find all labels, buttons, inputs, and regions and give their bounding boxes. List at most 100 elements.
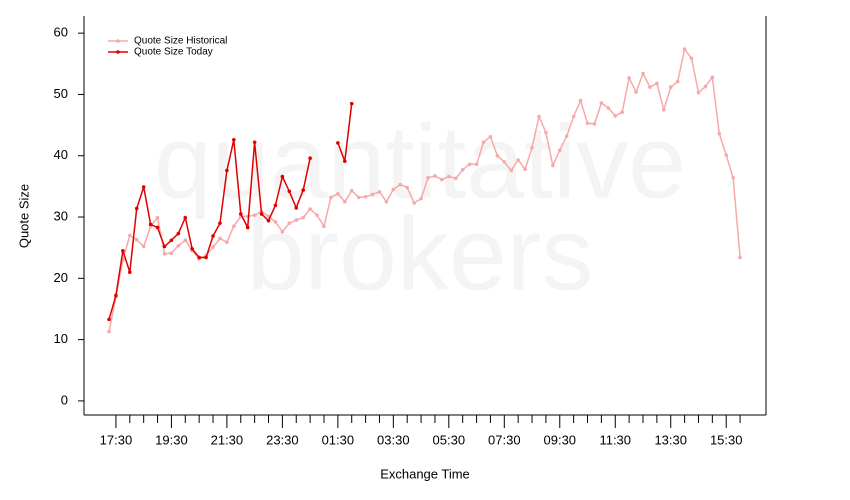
data-point	[571, 114, 576, 119]
data-point	[301, 188, 305, 192]
data-point	[384, 199, 389, 204]
data-point	[433, 174, 437, 178]
data-point	[675, 79, 680, 84]
watermark: quantitative	[154, 104, 686, 220]
data-point	[509, 168, 514, 173]
data-point	[232, 138, 236, 142]
data-point	[682, 47, 687, 51]
data-point	[190, 247, 195, 251]
data-point	[488, 134, 493, 139]
data-point	[280, 229, 285, 234]
data-point	[322, 224, 326, 229]
data-point	[481, 140, 486, 145]
x-tick-label: 15:30	[710, 432, 743, 447]
data-point	[738, 255, 742, 260]
data-point	[162, 252, 167, 256]
data-point	[592, 122, 597, 126]
data-point	[391, 187, 396, 192]
data-point	[467, 162, 472, 167]
data-point	[349, 101, 354, 106]
data-point	[599, 101, 604, 105]
data-point	[183, 238, 188, 243]
data-point	[336, 191, 340, 196]
data-point	[308, 156, 312, 160]
data-point	[162, 244, 167, 249]
data-point	[363, 195, 368, 199]
x-axis-label: Exchange Time	[380, 466, 470, 481]
data-point	[308, 207, 312, 211]
data-point	[453, 176, 458, 181]
data-point	[176, 231, 181, 236]
data-point	[405, 185, 410, 190]
data-point	[128, 270, 132, 274]
data-point	[134, 206, 139, 211]
data-point	[530, 145, 534, 150]
data-point	[280, 174, 285, 179]
data-point	[689, 56, 694, 61]
y-axis-label: Quote Size	[16, 184, 31, 248]
data-point	[252, 140, 257, 145]
data-point	[356, 195, 361, 200]
data-point	[155, 225, 160, 230]
data-point	[294, 218, 299, 222]
data-point	[419, 196, 423, 201]
data-point	[121, 248, 125, 253]
data-point	[134, 237, 139, 242]
data-point	[301, 215, 305, 220]
data-point	[349, 188, 354, 193]
x-tick-label: 03:30	[377, 432, 410, 447]
y-tick-label: 40	[54, 147, 68, 162]
data-point	[717, 131, 722, 136]
data-point	[315, 213, 319, 217]
data-point	[141, 244, 146, 249]
y-tick-label: 60	[54, 25, 68, 40]
data-point	[218, 221, 222, 225]
data-point	[557, 148, 562, 153]
data-point	[544, 130, 548, 135]
watermark: brokers	[247, 196, 594, 312]
data-point	[426, 176, 430, 180]
data-point	[329, 195, 333, 200]
data-point	[551, 163, 555, 168]
series-line	[108, 47, 741, 332]
legend-label: Quote Size Today	[134, 47, 213, 58]
data-point	[564, 134, 569, 138]
x-tick-label: 01:30	[322, 432, 355, 447]
y-tick-label: 30	[54, 208, 68, 223]
data-point	[606, 106, 611, 110]
x-tick-label: 21:30	[211, 432, 244, 447]
data-point	[232, 224, 236, 229]
data-point	[703, 84, 708, 89]
data-point	[107, 329, 111, 334]
data-point	[336, 141, 340, 145]
data-point	[668, 85, 673, 89]
data-point	[655, 81, 659, 86]
x-tick-label: 09:30	[544, 432, 577, 447]
data-point	[502, 160, 507, 164]
x-tick-label: 23:30	[266, 432, 299, 447]
y-tick-label: 20	[54, 270, 68, 285]
data-point	[197, 255, 201, 260]
data-point	[585, 121, 590, 126]
data-point	[342, 159, 347, 164]
data-point	[225, 168, 229, 173]
data-point	[218, 236, 222, 241]
data-point	[710, 75, 715, 80]
data-point	[724, 153, 729, 157]
data-point	[252, 213, 257, 217]
data-point	[141, 185, 146, 189]
data-point	[294, 206, 299, 210]
data-point	[148, 222, 153, 227]
data-point	[440, 177, 444, 182]
y-tick-label: 10	[54, 331, 68, 346]
data-point	[641, 71, 645, 76]
data-point	[447, 174, 451, 179]
data-point	[627, 76, 631, 80]
data-point	[266, 218, 271, 223]
data-point	[114, 293, 118, 298]
data-point	[537, 114, 541, 119]
x-tick-label: 13:30	[654, 432, 687, 447]
data-point	[225, 240, 229, 244]
data-point	[370, 192, 375, 197]
